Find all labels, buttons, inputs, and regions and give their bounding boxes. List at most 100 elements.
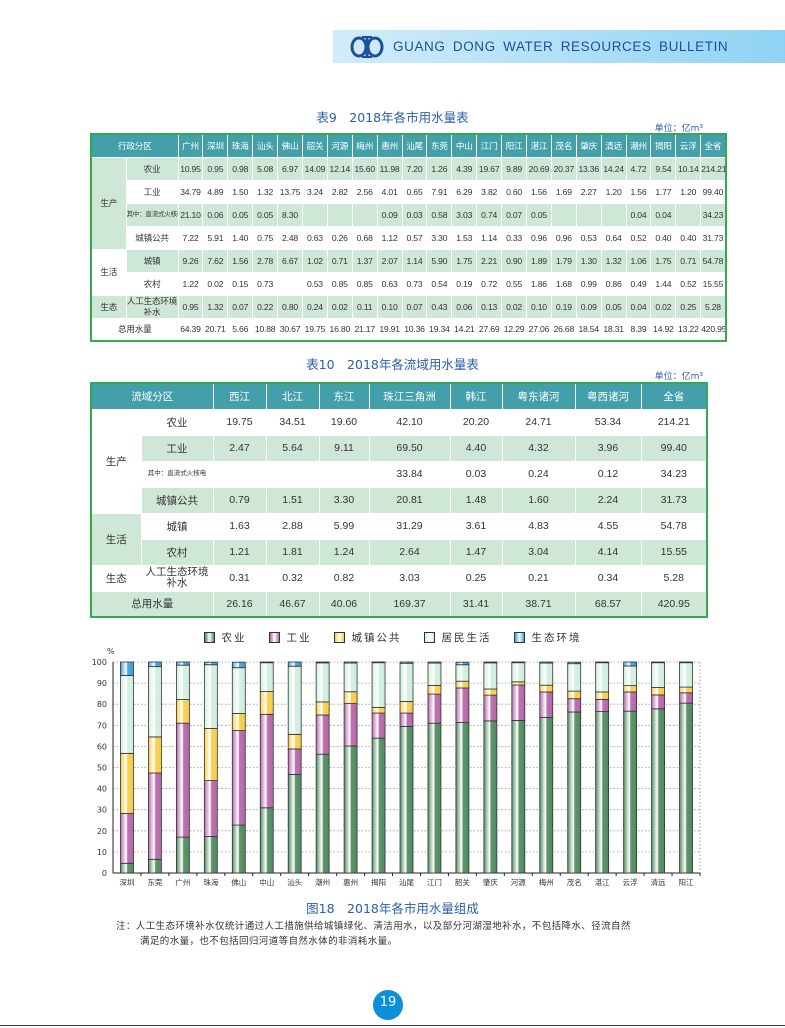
table-row: 生活 城镇 1.63 2.88 5.99 31.29 3.61 4.83 4.55 54.78 xyxy=(90,512,708,566)
table-cell: 0.40 xyxy=(650,225,677,250)
bar-segment xyxy=(315,662,330,703)
table-cell: 53.34 xyxy=(574,408,642,436)
bar-segment xyxy=(427,661,442,664)
legend-item: 居民生活 xyxy=(423,630,492,645)
y-tick-label: 40 xyxy=(97,785,107,794)
table-row: 生活 城镇 9.26 7.62 1.56 2.78 6.67 1.02 0.71 1.37 2.07… xyxy=(90,248,727,296)
column-header: 韶关 xyxy=(301,133,328,158)
bar-segment xyxy=(679,661,693,688)
table-cell: 19.67 xyxy=(476,156,503,181)
bar-segment xyxy=(455,687,470,723)
table-cell: 9.54 xyxy=(650,156,677,181)
row-label: 城镇公共 xyxy=(140,486,214,514)
bar-segment xyxy=(231,667,246,714)
table-cell xyxy=(326,202,353,227)
column-header: 河源 xyxy=(326,133,353,158)
bar-segment xyxy=(539,684,554,693)
bar-segment xyxy=(455,722,470,874)
table-cell: 54.78 xyxy=(640,512,708,540)
table-cell: 214.21 xyxy=(700,156,727,181)
table-cell: 1.06 xyxy=(625,248,652,273)
bar-segment xyxy=(539,661,554,664)
table-cell xyxy=(265,460,320,488)
bar-segment xyxy=(399,712,414,727)
table-cell: 420.95 xyxy=(700,317,727,342)
bar-segment xyxy=(539,717,554,874)
bar-segment xyxy=(483,720,498,874)
x-tick-label: 佛山 xyxy=(231,877,246,887)
table-cell: 13.22 xyxy=(675,317,702,342)
table-cell: 1.32 xyxy=(600,248,627,273)
table-cell: 4.55 xyxy=(574,512,642,540)
table-cell: 2.82 xyxy=(326,179,353,204)
table-cell: 20.69 xyxy=(525,156,552,181)
table-cell: 0.95 xyxy=(202,156,229,181)
table-row: 农村 1.22 0.02 0.15 0.73 0.53 0.85 0.85 0.63 0.73 0.… xyxy=(91,271,727,296)
table-cell: 0.95 xyxy=(177,294,204,319)
bar-segment xyxy=(427,722,442,874)
bar-segment xyxy=(483,661,498,664)
bar-segment xyxy=(175,722,190,838)
row-label: 其中：直流式火核电 xyxy=(125,202,179,227)
table10-unit: 单位：亿m³ xyxy=(654,372,703,382)
x-tick-label: 肇庆 xyxy=(483,877,498,887)
x-tick-label: 清远 xyxy=(651,877,666,887)
table-cell: 16.80 xyxy=(326,317,353,342)
bar-segment xyxy=(371,712,386,739)
x-tick-label: 中山 xyxy=(259,877,274,887)
bar-segment xyxy=(651,694,665,710)
bar-segment xyxy=(595,698,610,712)
table-cell: 0.75 xyxy=(252,225,279,250)
table-cell: 1.63 xyxy=(212,512,267,540)
table-cell: 0.03 xyxy=(401,202,428,227)
table-cell: 15.55 xyxy=(700,271,727,296)
table-cell: 1.77 xyxy=(650,179,677,204)
table-cell: 420.95 xyxy=(640,590,708,618)
bar-segment xyxy=(148,858,162,874)
header-corner: 行政分区 xyxy=(90,133,179,158)
table-cell: 3.03 xyxy=(451,202,478,227)
legend-swatch xyxy=(423,632,435,643)
table-cell: 0.40 xyxy=(675,225,702,250)
column-header: 全省 xyxy=(640,382,708,410)
table-cell: 2.78 xyxy=(252,248,279,273)
legend-label: 城镇公共 xyxy=(351,632,402,644)
footnote-line-2: 满足的水量，也不包括回归河道等自然水体的非消耗水量。 xyxy=(140,936,398,947)
bar-segment xyxy=(399,701,414,714)
table-cell: 0.02 xyxy=(326,294,353,319)
table-cell: 0.21 xyxy=(501,564,576,592)
x-tick-label: 潮州 xyxy=(315,877,330,887)
table-cell: 0.58 xyxy=(426,202,453,227)
table-cell: 15.55 xyxy=(640,538,708,566)
column-header: 湛江 xyxy=(525,133,552,158)
bar-segment xyxy=(455,661,470,666)
table-cell xyxy=(212,460,267,488)
bar-segment xyxy=(175,836,190,874)
figure-title: 图18 2018年各市用水量组成 xyxy=(306,901,479,916)
bar-segment xyxy=(203,728,218,781)
legend-swatch xyxy=(333,632,345,643)
column-header: 云浮 xyxy=(675,133,702,158)
table-cell: 0.32 xyxy=(265,564,320,592)
column-header: 茂名 xyxy=(550,133,577,158)
x-tick-label: 韶关 xyxy=(455,877,470,887)
row-label: 城镇公共 xyxy=(125,225,179,250)
y-tick-label: 70 xyxy=(97,721,107,730)
table-cell: 2.27 xyxy=(575,179,602,204)
table-cell: 54.78 xyxy=(700,248,727,273)
table-cell: 34.23 xyxy=(700,202,727,227)
table-cell: 0.22 xyxy=(252,294,279,319)
bar-segment xyxy=(259,807,274,874)
bar-segment xyxy=(595,711,610,874)
table-cell: 0.64 xyxy=(600,225,627,250)
x-tick-label: 云浮 xyxy=(623,877,638,887)
chart-legend: 农业 工业 城镇公共 居民生活 生态环境 xyxy=(0,630,785,645)
table-cell: 0.79 xyxy=(212,486,267,514)
table-cell: 0.65 xyxy=(401,179,428,204)
bar-segment xyxy=(175,699,190,724)
bar-segment xyxy=(203,836,218,874)
table-cell: 0.02 xyxy=(650,294,677,319)
table-row: 城镇公共 0.79 1.51 3.30 20.81 1.48 1.60 2.24 31.73 xyxy=(91,486,708,514)
table-cell xyxy=(600,202,627,227)
x-tick-label: 湛江 xyxy=(595,878,610,887)
